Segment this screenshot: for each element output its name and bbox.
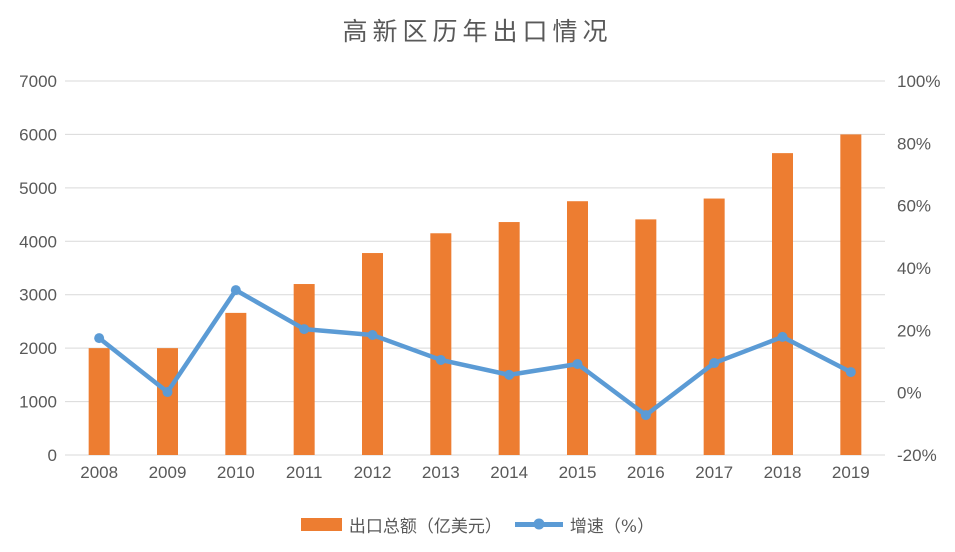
x-axis-label-2010: 2010	[217, 463, 255, 482]
x-axis-label-2017: 2017	[695, 463, 733, 482]
line-marker-2010	[230, 285, 241, 296]
line-marker-2011	[299, 324, 310, 335]
bar-2019	[840, 134, 862, 455]
line-marker-2017	[709, 358, 720, 369]
left-axis-tick-4000: 4000	[19, 232, 57, 251]
left-axis-tick-1000: 1000	[19, 393, 57, 412]
bar-2013	[430, 233, 452, 455]
chart-title: 高新区历年出口情况	[342, 17, 613, 46]
right-axis-tick-100%: 100%	[897, 72, 940, 91]
x-axis-label-2012: 2012	[354, 463, 392, 482]
x-axis-label-2018: 2018	[764, 463, 802, 482]
bar-2009	[157, 348, 178, 455]
x-axis-label-2015: 2015	[559, 463, 597, 482]
left-axis-tick-7000: 7000	[19, 72, 57, 91]
left-axis-tick-5000: 5000	[19, 179, 57, 198]
line-marker-2019	[845, 367, 856, 378]
left-axis-tick-2000: 2000	[19, 339, 57, 358]
line-marker-2016	[640, 410, 651, 421]
right-axis-tick-40%: 40%	[897, 259, 931, 278]
x-axis-label-2019: 2019	[832, 463, 870, 482]
bar-2016	[635, 219, 657, 455]
bar-2011	[293, 284, 315, 455]
line-series-swatch-icon	[514, 518, 563, 530]
bar-2014	[498, 222, 520, 455]
line-marker-2013	[435, 354, 446, 365]
x-axis-label-2016: 2016	[627, 463, 665, 482]
legend: 出口总额（亿美元） 增速（%）	[0, 509, 955, 539]
line-marker-2018	[777, 331, 788, 342]
right-axis-tick-20%: 20%	[897, 321, 931, 340]
x-axis-label-2009: 2009	[149, 463, 187, 482]
bar-series-swatch-icon	[300, 517, 342, 531]
left-axis-tick-0: 0	[48, 446, 57, 465]
line-marker-2009	[162, 387, 173, 398]
x-axis-label-2013: 2013	[422, 463, 460, 482]
bar-2012	[362, 253, 383, 455]
line-marker-dot-icon	[533, 518, 545, 530]
x-axis-label-2011: 2011	[286, 463, 323, 482]
x-axis-label-2014: 2014	[490, 463, 528, 482]
line-marker-2008	[94, 333, 105, 344]
legend-item-exports: 出口总额（亿美元）	[300, 512, 502, 537]
right-axis-tick-80%: 80%	[897, 134, 931, 153]
line-marker-2015	[572, 358, 583, 369]
legend-label-growth: 增速（%）	[569, 516, 655, 537]
left-axis-tick-6000: 6000	[19, 125, 57, 144]
right-axis-tick-60%: 60%	[897, 197, 931, 216]
bar-2008	[88, 348, 110, 455]
legend-item-growth: 增速（%）	[514, 512, 655, 537]
bar-2018	[772, 153, 793, 455]
left-axis-tick-3000: 3000	[19, 286, 57, 305]
line-marker-2012	[367, 330, 378, 341]
legend-label-exports: 出口总额（亿美元）	[348, 516, 502, 537]
bar-2015	[567, 201, 588, 455]
bar-2017	[703, 198, 725, 456]
growth-line	[96, 287, 854, 418]
x-axis-label-2008: 2008	[80, 463, 118, 482]
right-axis-tick-0%: 0%	[897, 384, 922, 403]
line-marker-2014	[504, 369, 515, 380]
right-axis-tick--20%: -20%	[897, 446, 937, 465]
bar-2010	[225, 312, 247, 455]
